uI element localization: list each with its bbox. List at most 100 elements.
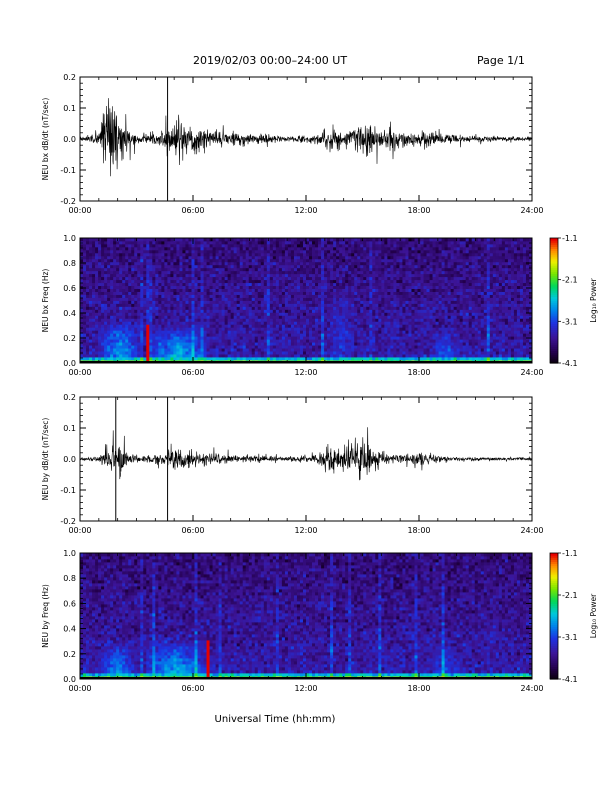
spectrogram-cell xyxy=(89,351,93,355)
spectrogram-cell xyxy=(411,261,415,266)
spectrogram-cell xyxy=(269,258,274,263)
spectrogram-cell xyxy=(191,306,195,310)
spectrogram-cell xyxy=(227,351,232,355)
spectrogram-cell xyxy=(309,267,313,272)
spectrogram-cell xyxy=(363,297,367,301)
spectrogram-cell xyxy=(281,285,286,289)
spectrogram-cell xyxy=(414,330,418,334)
spectrogram-cell xyxy=(384,240,388,245)
spectrogram-cell xyxy=(281,351,286,355)
spectrogram-cell xyxy=(333,288,337,292)
spectrogram-cell xyxy=(239,282,244,287)
spectrogram-cell xyxy=(372,252,376,257)
spectrogram-cell xyxy=(399,267,403,272)
spectrogram-cell xyxy=(266,357,271,361)
spectrogram-cell xyxy=(170,306,174,310)
spectrogram-cell xyxy=(182,333,186,337)
spectrogram-cell xyxy=(266,264,271,269)
spectrogram-cell xyxy=(248,240,253,245)
spectrogram-cell xyxy=(242,330,247,334)
spectrogram-cell xyxy=(393,348,397,352)
spectrogram-cell xyxy=(384,312,388,316)
spectrogram-cell xyxy=(134,238,138,242)
spectrogram-cell xyxy=(366,309,370,313)
spectrogram-cell xyxy=(194,261,198,266)
spectrogram-cell xyxy=(281,297,286,301)
spectrogram-cell xyxy=(360,291,364,295)
spectrogram-cell xyxy=(119,348,123,352)
spectrogram-cell xyxy=(128,321,132,325)
spectrogram-cell xyxy=(417,330,421,334)
spectrogram-cell xyxy=(260,276,265,281)
spectrogram-cell xyxy=(173,267,177,272)
spectrogram-cell xyxy=(98,303,102,307)
spectrogram-cell xyxy=(167,261,171,266)
spectrogram-cell xyxy=(95,303,99,307)
spectrogram-cell xyxy=(296,258,301,263)
spectrogram-cell xyxy=(191,273,195,278)
spectrogram-cell xyxy=(182,264,186,269)
spectrogram-cell xyxy=(188,354,192,358)
spectrogram-cell xyxy=(287,255,292,260)
spectrogram-cell xyxy=(146,282,150,287)
spectrogram-cell xyxy=(92,285,96,289)
spectrogram-cell xyxy=(233,255,238,260)
spectrogram-cell xyxy=(149,282,153,287)
spectrogram-cell xyxy=(143,345,147,349)
spectrogram-cell xyxy=(134,318,138,322)
spectrogram-cell xyxy=(354,318,358,322)
spectrogram-cell xyxy=(411,264,415,269)
spectrogram-cell xyxy=(242,354,247,358)
spectrogram-cell xyxy=(272,246,277,251)
spectrogram-cell xyxy=(200,238,204,242)
spectrogram-cell xyxy=(408,264,412,269)
spectrogram-cell xyxy=(360,294,364,298)
spectrogram-cell xyxy=(306,279,310,284)
spectrogram-cell xyxy=(86,276,90,281)
spectrogram-cell xyxy=(200,246,204,251)
spectrogram-cell xyxy=(426,288,430,292)
spectrogram-cell xyxy=(378,315,382,319)
spectrogram-cell xyxy=(414,327,418,331)
spectrogram-cell xyxy=(396,357,400,361)
spectrogram-cell xyxy=(281,240,286,245)
spectrogram-cell xyxy=(299,306,304,310)
spectrogram-cell xyxy=(396,273,400,278)
spectrogram-cell xyxy=(101,321,105,325)
spectrogram-cell xyxy=(287,357,292,361)
spectrogram-cell xyxy=(312,351,316,355)
spectrogram-cell xyxy=(309,318,313,322)
spectrogram-cell xyxy=(122,351,126,355)
spectrogram-cell xyxy=(194,258,198,263)
spectrogram-cell xyxy=(248,267,253,272)
spectrogram-cell xyxy=(275,348,280,352)
spectrogram-cell xyxy=(336,345,340,349)
spectrogram-cell xyxy=(263,348,268,352)
spectrogram-cell xyxy=(251,288,256,292)
spectrogram-cell xyxy=(414,240,418,245)
spectrogram-cell xyxy=(197,261,201,266)
spectrogram-cell xyxy=(381,351,385,355)
spectrogram-cell xyxy=(302,348,307,352)
spectrogram-cell xyxy=(233,330,238,334)
spectrogram-cell xyxy=(80,300,84,304)
spectrogram-cell xyxy=(233,351,238,355)
spectrogram-cell xyxy=(215,312,220,316)
spectrogram-cell xyxy=(197,276,201,281)
spectrogram-cell xyxy=(206,333,210,337)
spectrogram-cell xyxy=(342,351,346,355)
spectrogram-cell xyxy=(200,351,204,355)
spectrogram-cell xyxy=(345,279,349,284)
spectrogram-cell xyxy=(333,291,337,295)
spectrogram-cell xyxy=(107,357,111,361)
spectrogram-cell xyxy=(302,258,307,263)
spectrogram-cell xyxy=(354,300,358,304)
spectrogram-cell xyxy=(101,285,105,289)
spectrogram-cell xyxy=(266,294,271,298)
spectrogram-cell xyxy=(302,345,307,349)
spectrogram-cell xyxy=(227,267,232,272)
spectrogram-cell xyxy=(318,327,322,331)
spectrogram-cell xyxy=(327,306,331,310)
spectrogram-cell xyxy=(402,243,406,248)
spectrogram-cell xyxy=(152,345,156,349)
